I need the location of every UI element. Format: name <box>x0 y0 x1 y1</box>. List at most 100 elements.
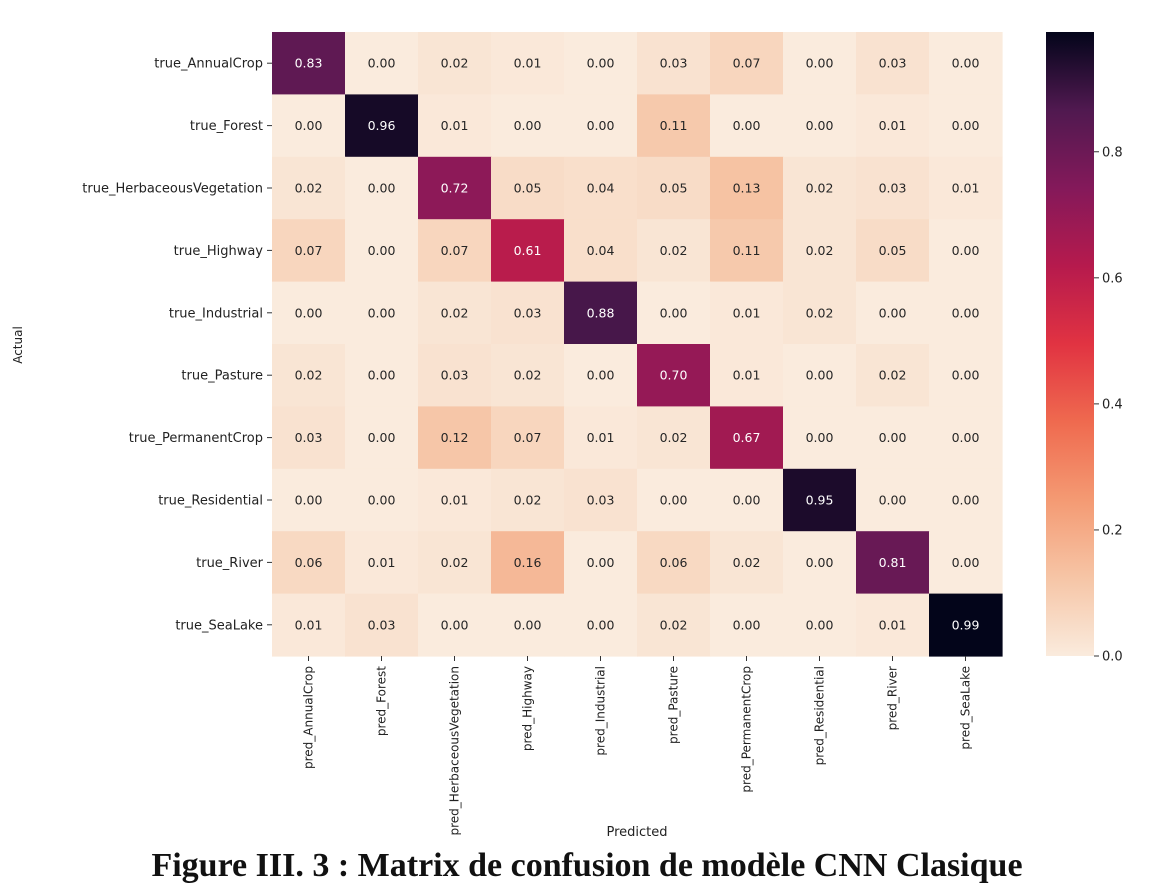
heatmap-cell <box>637 281 711 345</box>
cell-value-label: 0.07 <box>441 243 469 258</box>
cell-value-label: 0.01 <box>441 118 469 133</box>
cell-value-label: 0.03 <box>660 56 688 71</box>
cell-value-label: 0.01 <box>733 368 761 383</box>
cell-value-label: 0.61 <box>514 243 542 258</box>
row-label: true_HerbaceousVegetation <box>82 182 263 197</box>
cell-value-label: 0.00 <box>587 617 615 632</box>
heatmap-cell <box>272 344 346 407</box>
cell-value-label: 0.02 <box>733 555 761 570</box>
heatmap-cell <box>929 219 1003 283</box>
heatmap-cell <box>491 32 565 95</box>
heatmap-cell <box>272 406 346 470</box>
heatmap-cell <box>272 156 346 220</box>
heatmap-cell <box>272 219 346 283</box>
heatmap-cell <box>856 406 930 470</box>
heatmap-cell <box>564 219 638 283</box>
heatmap-cell <box>783 156 857 220</box>
cell-value-label: 0.05 <box>514 181 542 196</box>
heatmap-cell <box>710 94 784 158</box>
heatmap-cell <box>272 468 346 532</box>
cell-value-label: 0.01 <box>733 305 761 320</box>
heatmap-cell <box>783 281 857 345</box>
colorbar-tick-label: 0.2 <box>1102 523 1123 538</box>
cell-value-label: 0.00 <box>806 430 834 445</box>
heatmap-cell <box>272 32 346 95</box>
column-labels: pred_AnnualCrop pred_Forest pred_Herbaceou… <box>302 656 973 835</box>
cell-value-label: 0.72 <box>441 181 469 196</box>
column-label: pred_Forest <box>375 666 389 736</box>
colorbar <box>1046 32 1094 656</box>
cell-value-label: 0.00 <box>733 493 761 508</box>
heatmap-cell <box>856 344 930 407</box>
y-axis-label: Actual <box>11 326 25 364</box>
heatmap-cell <box>272 281 346 345</box>
row-label: true_River <box>196 556 264 571</box>
heatmap-cell <box>637 344 711 407</box>
heatmap-cell <box>491 156 565 220</box>
row-label: true_Industrial <box>169 306 263 321</box>
cell-value-label: 0.02 <box>441 56 469 71</box>
cell-value-label: 0.00 <box>879 305 907 320</box>
column-label: pred_Residential <box>813 666 827 765</box>
heatmap-cell <box>418 468 492 532</box>
cell-value-label: 0.05 <box>879 243 907 258</box>
heatmap-cell <box>783 32 857 95</box>
heatmap-cell <box>783 406 857 470</box>
cell-value-label: 0.03 <box>368 617 396 632</box>
heatmap-cell <box>783 94 857 158</box>
cell-value-label: 0.03 <box>441 368 469 383</box>
heatmap-cell <box>345 344 419 407</box>
heatmap-cell <box>710 281 784 345</box>
heatmap-cell <box>856 593 930 657</box>
heatmap-cell <box>929 156 1003 220</box>
cell-value-label: 0.00 <box>806 56 834 71</box>
cell-value-label: 0.03 <box>295 430 323 445</box>
heatmap-cell <box>564 94 638 158</box>
heatmap-cell <box>929 531 1003 595</box>
cell-value-label: 0.00 <box>952 243 980 258</box>
heatmap-cell <box>783 468 857 532</box>
cell-value-label: 0.00 <box>952 368 980 383</box>
heatmap-cell <box>929 468 1003 532</box>
cell-value-label: 0.01 <box>952 181 980 196</box>
cell-value-label: 0.05 <box>660 181 688 196</box>
heatmap-cell <box>345 593 419 657</box>
heatmap-cell <box>272 531 346 595</box>
cell-value-label: 0.00 <box>295 118 323 133</box>
cell-value-label: 0.67 <box>733 430 761 445</box>
heatmap-cell <box>856 219 930 283</box>
cell-value-label: 0.02 <box>660 430 688 445</box>
heatmap-cell <box>710 344 784 407</box>
cell-value-label: 0.12 <box>441 430 469 445</box>
heatmap-cell <box>710 219 784 283</box>
column-label: pred_Highway <box>521 666 535 751</box>
cell-value-label: 0.00 <box>733 118 761 133</box>
column-label: pred_AnnualCrop <box>302 666 316 769</box>
cell-value-label: 0.00 <box>733 617 761 632</box>
cell-value-label: 0.02 <box>514 493 542 508</box>
cell-value-label: 0.00 <box>660 305 688 320</box>
cell-value-label: 0.01 <box>879 617 907 632</box>
heatmap-cell <box>418 94 492 158</box>
cell-value-label: 0.02 <box>514 368 542 383</box>
heatmap-cell <box>637 32 711 95</box>
heatmap-cell <box>491 219 565 283</box>
cell-value-label: 0.11 <box>733 243 761 258</box>
heatmap-cell <box>929 281 1003 345</box>
cell-value-label: 0.81 <box>879 555 907 570</box>
cell-value-label: 0.03 <box>514 305 542 320</box>
column-label: pred_Industrial <box>594 666 608 756</box>
cell-value-label: 0.00 <box>587 118 615 133</box>
cell-value-label: 0.00 <box>368 243 396 258</box>
cell-value-label: 0.06 <box>660 555 688 570</box>
heatmap-cell <box>491 406 565 470</box>
colorbar-ticks: 0.0 0.2 0.4 0.6 0.8 <box>1094 145 1123 665</box>
cell-value-label: 0.02 <box>660 243 688 258</box>
heatmap-cell <box>637 406 711 470</box>
heatmap-cell <box>710 406 784 470</box>
cell-value-label: 0.03 <box>879 181 907 196</box>
cell-value-label: 0.00 <box>952 493 980 508</box>
cell-value-label: 0.00 <box>806 118 834 133</box>
cell-value-label: 0.13 <box>733 181 761 196</box>
